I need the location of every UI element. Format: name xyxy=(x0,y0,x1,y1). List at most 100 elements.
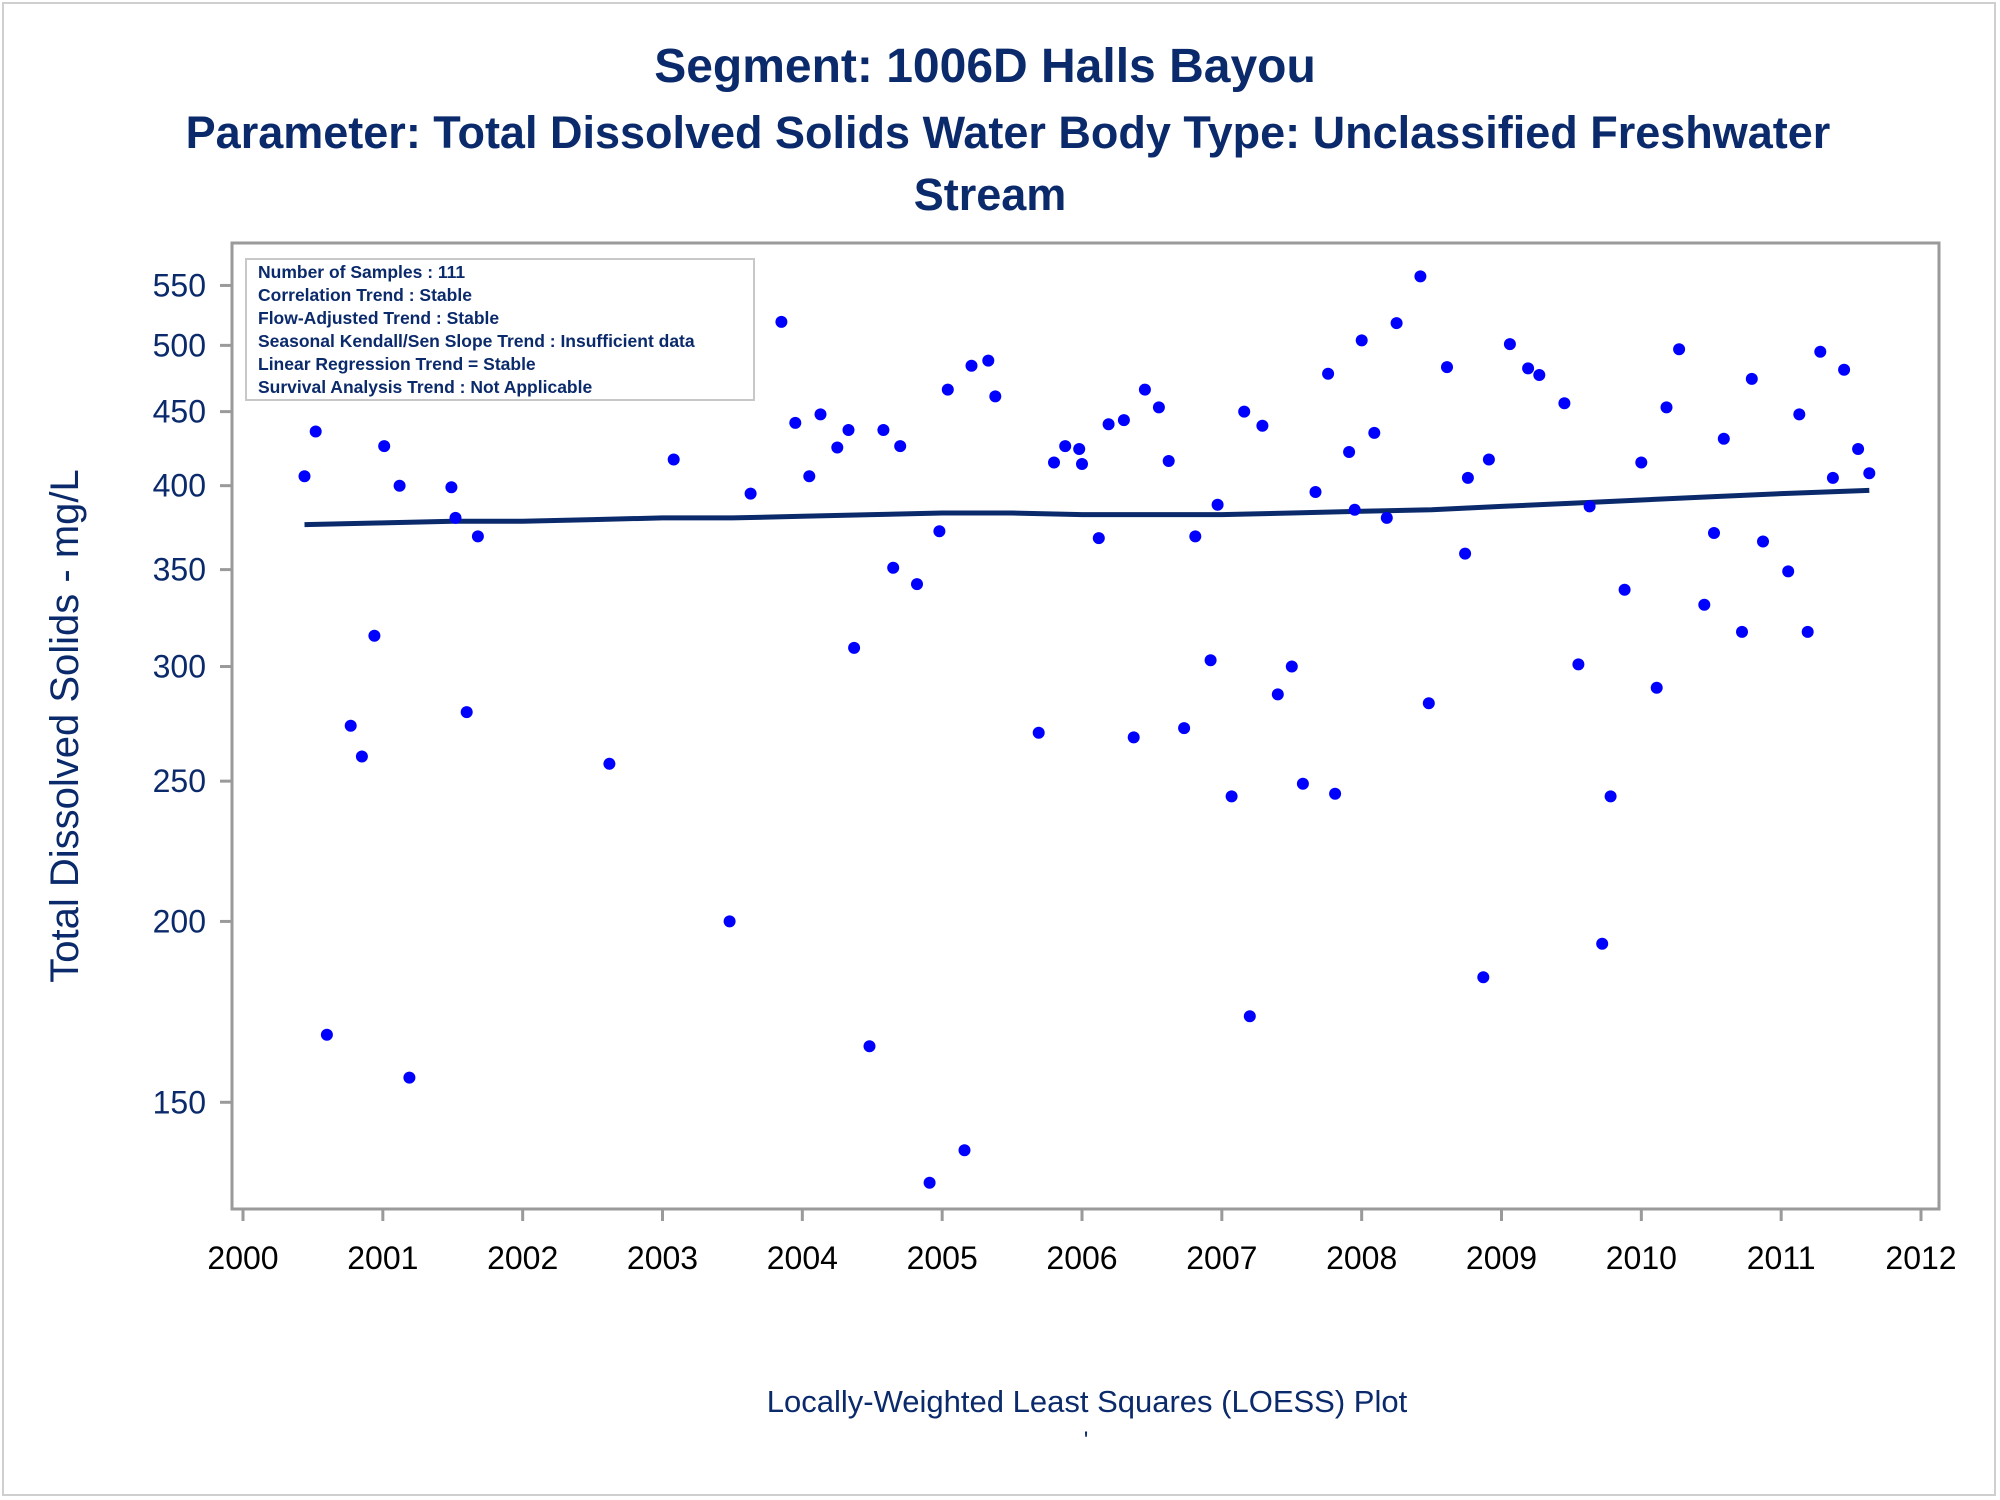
data-point xyxy=(1583,500,1596,513)
data-point xyxy=(1604,790,1617,803)
data-point xyxy=(1572,658,1585,671)
x-tick-label: 2012 xyxy=(1885,1240,1956,1276)
data-point xyxy=(368,629,381,642)
x-tick-label: 2000 xyxy=(207,1240,278,1276)
data-point xyxy=(355,750,368,763)
y-tick-label: 300 xyxy=(153,649,206,685)
y-tick-label: 350 xyxy=(153,552,206,588)
data-point xyxy=(933,525,946,538)
data-point xyxy=(1285,660,1298,673)
data-points xyxy=(298,270,1876,1189)
data-point xyxy=(1102,418,1115,431)
data-point xyxy=(1059,440,1072,453)
data-point xyxy=(403,1071,416,1084)
data-point xyxy=(1745,372,1758,385)
data-point xyxy=(1826,471,1839,484)
data-point xyxy=(1256,419,1269,432)
y-tick-label: 150 xyxy=(153,1084,206,1120)
stats-line-seasonal-kendall: Seasonal Kendall/Sen Slope Trend : Insuf… xyxy=(258,331,695,351)
data-point xyxy=(965,359,978,372)
data-point xyxy=(1635,456,1648,469)
x-tick-label: 2011 xyxy=(1747,1240,1816,1276)
x-tick-label: 2004 xyxy=(767,1240,838,1276)
data-point xyxy=(894,440,907,453)
data-point xyxy=(789,416,802,429)
data-point xyxy=(1522,362,1535,375)
data-point xyxy=(1243,1010,1256,1023)
x-axis: 2000 2001 2002 2003 2004 2005 2006 2007 2008 2009… xyxy=(207,1209,1957,1276)
data-point xyxy=(1838,363,1851,376)
stats-box-frame xyxy=(245,258,755,401)
data-point xyxy=(449,511,462,524)
data-point xyxy=(1698,598,1711,611)
data-point xyxy=(1329,787,1342,800)
data-point xyxy=(1390,317,1403,330)
data-point xyxy=(1152,401,1165,414)
data-point xyxy=(1757,535,1769,548)
data-point xyxy=(1322,367,1335,380)
x-tick-label: 2007 xyxy=(1186,1240,1257,1276)
data-point xyxy=(877,424,890,436)
data-point xyxy=(1343,446,1356,458)
footnote: ' xyxy=(1084,1427,1089,1454)
data-point xyxy=(887,561,900,574)
data-point xyxy=(1852,443,1865,455)
y-tick-label: 450 xyxy=(153,394,206,430)
data-point xyxy=(1650,681,1663,694)
data-point xyxy=(775,315,788,328)
data-point xyxy=(1558,397,1571,410)
data-point xyxy=(1708,527,1720,539)
data-point xyxy=(603,757,616,770)
data-point xyxy=(1348,503,1361,516)
loess-line xyxy=(304,487,1870,528)
data-point xyxy=(1127,731,1140,744)
data-point xyxy=(1422,697,1435,710)
y-tick-label: 250 xyxy=(153,763,206,799)
data-point xyxy=(1863,467,1876,480)
x-tick-label: 2002 xyxy=(487,1240,558,1276)
data-point xyxy=(1189,530,1202,543)
x-tick-label: 2001 xyxy=(347,1240,418,1276)
data-point xyxy=(1618,583,1631,596)
data-point xyxy=(1660,401,1673,414)
data-point xyxy=(445,481,458,494)
data-point xyxy=(1717,432,1730,445)
data-point xyxy=(1225,790,1238,803)
stats-line-correlation: Correlation Trend : Stable xyxy=(258,285,472,305)
data-point xyxy=(1368,426,1381,439)
data-point xyxy=(1238,405,1251,418)
data-point xyxy=(1814,345,1827,358)
data-point xyxy=(344,719,357,732)
data-point xyxy=(378,440,391,453)
data-point xyxy=(1503,338,1516,351)
data-point xyxy=(831,441,844,454)
data-point xyxy=(1482,453,1495,466)
data-point xyxy=(1459,547,1472,560)
data-point xyxy=(320,1028,333,1041)
data-point xyxy=(1782,565,1795,578)
data-point xyxy=(1138,383,1151,396)
y-axis-label: Total Dissolved Solids - mg/L xyxy=(43,469,87,983)
data-point xyxy=(723,915,736,928)
data-point xyxy=(842,424,855,436)
data-point xyxy=(1178,722,1191,735)
x-tick-label: 2008 xyxy=(1326,1240,1397,1276)
stats-box: Number of Samples : 111 Correlation Tren… xyxy=(245,258,755,401)
y-tick-label: 200 xyxy=(153,903,206,939)
data-point xyxy=(848,641,861,654)
chart-subtitle-line1: Parameter: Total Dissolved Solids Water … xyxy=(186,107,1831,158)
x-tick-label: 2009 xyxy=(1466,1240,1537,1276)
data-point xyxy=(1048,456,1060,469)
x-tick-label: 2010 xyxy=(1606,1240,1677,1276)
chart-subtitle-line2: Stream xyxy=(914,169,1067,220)
data-point xyxy=(1441,361,1453,374)
data-point xyxy=(744,487,757,500)
data-point xyxy=(471,530,484,543)
data-point xyxy=(1793,408,1806,421)
y-tick-label: 400 xyxy=(153,468,206,504)
loess-layer xyxy=(304,487,1870,528)
data-point xyxy=(1736,625,1748,638)
data-point xyxy=(1117,414,1130,427)
